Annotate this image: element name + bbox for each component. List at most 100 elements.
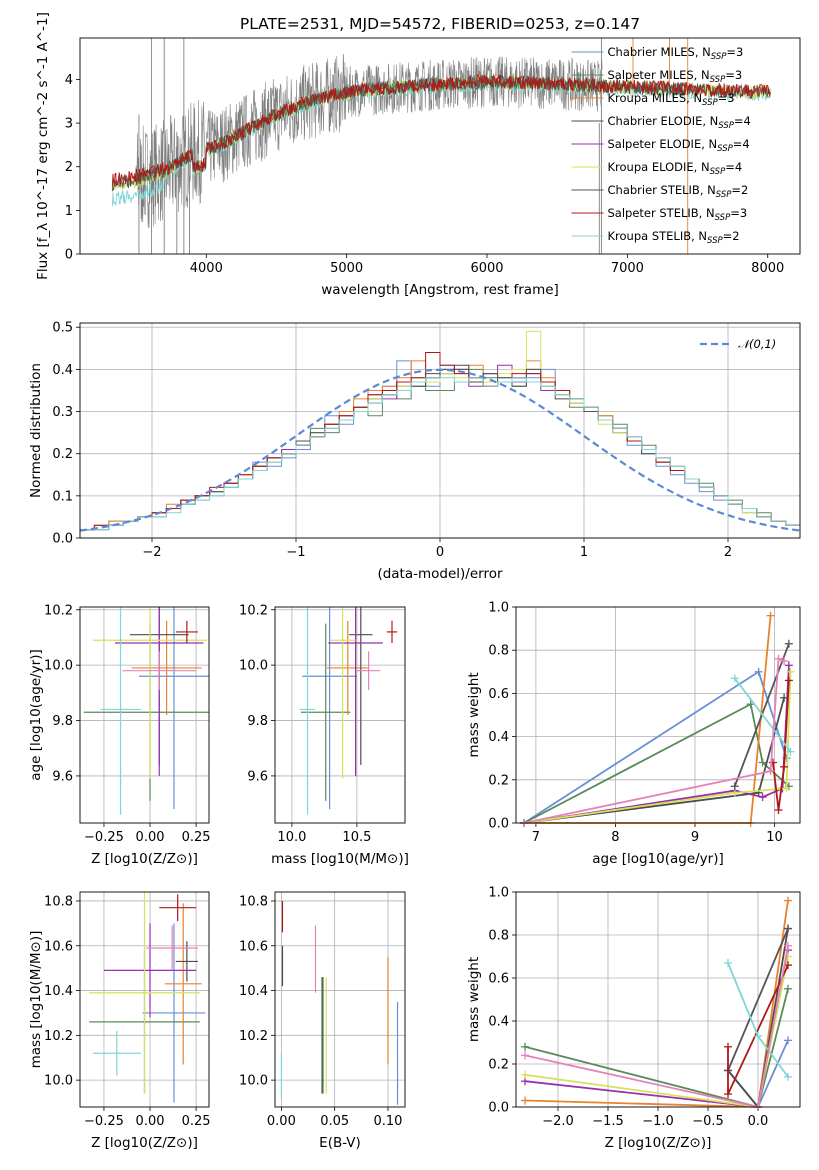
- figure-title: PLATE=2531, MJD=54572, FIBERID=0253, z=0…: [240, 15, 640, 33]
- x-tick-label: 10.0: [277, 830, 306, 845]
- chart-residuals: −2 −1 0 1 2 0.0 0.1 0.2 0.3 0.4 0.5 𝒩(0,1) (data-mod…: [28, 321, 801, 582]
- y-axis-label: age [log10(age/yr)]: [28, 649, 44, 781]
- y-tick-label: 9.6: [52, 769, 73, 784]
- model-spectrum: [111, 74, 771, 188]
- histogram-salpeter-stelib: [80, 352, 800, 531]
- weight-line: [734, 677, 792, 753]
- x-axis-label: (data-model)/error: [377, 566, 503, 582]
- y-tick-label: 0.2: [52, 447, 73, 462]
- x-tick-label: 8000: [751, 261, 784, 276]
- observed-spectrum: [112, 53, 603, 229]
- weight-line: [524, 949, 789, 1108]
- chart-age-vs-mass: 10.0 10.5 9.6 9.8 10.0 10.2 mass [log10(M/M⊙)]: [239, 603, 409, 867]
- y-tick-label: 4: [65, 73, 73, 88]
- legend-label: Salpeter MILES, NSSP=3: [608, 68, 743, 85]
- legend-label: Chabrier STELIB, NSSP=2: [608, 183, 749, 200]
- x-tick-label: 0.05: [320, 1114, 349, 1129]
- axes-frame: [79, 606, 210, 824]
- y-tick-label: 3: [65, 117, 73, 132]
- axes-frame: [79, 37, 801, 255]
- plot-area: [89, 892, 206, 1103]
- y-tick-label: 1.0: [488, 886, 509, 901]
- y-tick-label: 10.0: [44, 1074, 73, 1089]
- plot-area: [80, 330, 800, 532]
- x-tick-label: 1: [580, 545, 588, 560]
- weight-line: [524, 900, 789, 1108]
- weight-line: [523, 657, 785, 824]
- x-tick-label: 0.00: [136, 1114, 165, 1129]
- weight-line: [727, 928, 789, 1071]
- axes-frame: [515, 606, 801, 824]
- x-tick-label: −2: [142, 545, 161, 560]
- y-tick-label: 0.4: [52, 363, 73, 378]
- y-axis-label: mass weight: [466, 672, 482, 757]
- chart-weight-vs-age: 7 8 9 10 0.0 0.2 0.4 0.6 0.8 1.0 age [log10(age/yr…: [466, 601, 801, 867]
- x-tick-label: 10: [766, 830, 783, 845]
- x-tick-label: −1: [286, 545, 305, 560]
- x-axis-label: wavelength [Angstrom, rest frame]: [321, 282, 559, 298]
- y-tick-label: 10.2: [239, 603, 268, 618]
- x-tick-label: 10.5: [342, 830, 371, 845]
- x-tick-label: 0.25: [182, 830, 211, 845]
- y-tick-label: 0.2: [488, 1058, 509, 1073]
- x-axis-label: mass [log10(M/M⊙)]: [271, 851, 409, 867]
- y-tick-label: 1.0: [488, 601, 509, 616]
- y-tick-label: 10.2: [44, 1029, 73, 1044]
- x-tick-label: −0.25: [84, 1114, 124, 1129]
- y-tick-label: 0: [65, 248, 73, 263]
- legend-label: Kroupa ELODIE, NSSP=4: [608, 160, 743, 177]
- y-tick-label: 10.4: [239, 984, 268, 999]
- x-tick-label: 2: [724, 545, 732, 560]
- chart-weight-vs-Z: −2.0 −1.5 −1.0 −0.5 0.0 0.0 0.2 0.4 0.6 0.8 1.0 Z […: [466, 886, 801, 1151]
- axes-frame: [274, 606, 406, 824]
- y-tick-label: 1: [65, 204, 73, 219]
- y-tick-label: 10.6: [239, 939, 268, 954]
- y-tick-label: 9.8: [247, 714, 268, 729]
- x-tick-label: 7000: [611, 261, 644, 276]
- y-axis-label: Flux [f_λ 10^-17 erg cm^-2 s^-1 A^-1]: [35, 12, 51, 280]
- x-tick-label: −2.0: [542, 1114, 574, 1129]
- x-tick-label: −0.5: [692, 1114, 724, 1129]
- y-tick-label: 0.1: [52, 489, 73, 504]
- y-axis-label: mass [log10(M/M⊙)]: [28, 931, 44, 1069]
- legend-label: Kroupa STELIB, NSSP=2: [608, 229, 740, 246]
- y-tick-label: 0.5: [52, 321, 73, 336]
- x-tick-label: 0.10: [373, 1114, 402, 1129]
- y-tick-label: 10.6: [44, 939, 73, 954]
- y-axis-label: Normed distribution: [28, 363, 44, 498]
- plot-area: [299, 607, 398, 815]
- weight-line: [524, 615, 772, 824]
- weight-line: [772, 680, 790, 811]
- x-axis-label: age [log10(age/yr)]: [592, 851, 724, 867]
- y-tick-label: 0.4: [488, 730, 509, 745]
- legend-label: Chabrier MILES, NSSP=3: [608, 45, 744, 62]
- weight-line: [523, 702, 790, 824]
- legend-label: Salpeter STELIB, NSSP=3: [608, 206, 748, 223]
- y-tick-label: 10.2: [44, 603, 73, 618]
- x-tick-label: 0.00: [136, 830, 165, 845]
- y-tick-label: 0.0: [52, 532, 73, 547]
- x-axis-label: Z [log10(Z/Z⊙)]: [91, 851, 198, 867]
- y-tick-label: 0.2: [488, 773, 509, 788]
- x-tick-label: −1.5: [592, 1114, 624, 1129]
- y-tick-label: 10.4: [44, 984, 73, 999]
- y-tick-label: 0.8: [488, 929, 509, 944]
- x-tick-label: 7: [532, 830, 540, 845]
- x-tick-label: 0.0: [748, 1114, 769, 1129]
- y-tick-label: 0.0: [488, 817, 509, 832]
- y-tick-label: 0.4: [488, 1015, 509, 1030]
- legend-label: 𝒩(0,1): [738, 337, 776, 351]
- legend-label: Chabrier ELODIE, NSSP=4: [608, 114, 751, 131]
- y-tick-label: 10.8: [239, 894, 268, 909]
- y-tick-label: 9.8: [52, 714, 73, 729]
- x-tick-label: −1.0: [642, 1114, 674, 1129]
- x-axis-label: E(B-V): [319, 1135, 361, 1151]
- chart-spectrum: 4000 5000 6000 7000 8000 0 1 2 3 4 Chabrier MILES,…: [35, 12, 801, 298]
- y-tick-label: 9.6: [247, 769, 268, 784]
- x-tick-label: 8: [611, 830, 619, 845]
- chart-mass-vs-Z: −0.25 0.00 0.25 10.0 10.2 10.4 10.6 10.8 Z [log1…: [28, 891, 211, 1151]
- plot-area: [83, 607, 209, 815]
- y-tick-label: 2: [65, 160, 73, 175]
- x-tick-label: 6000: [470, 261, 503, 276]
